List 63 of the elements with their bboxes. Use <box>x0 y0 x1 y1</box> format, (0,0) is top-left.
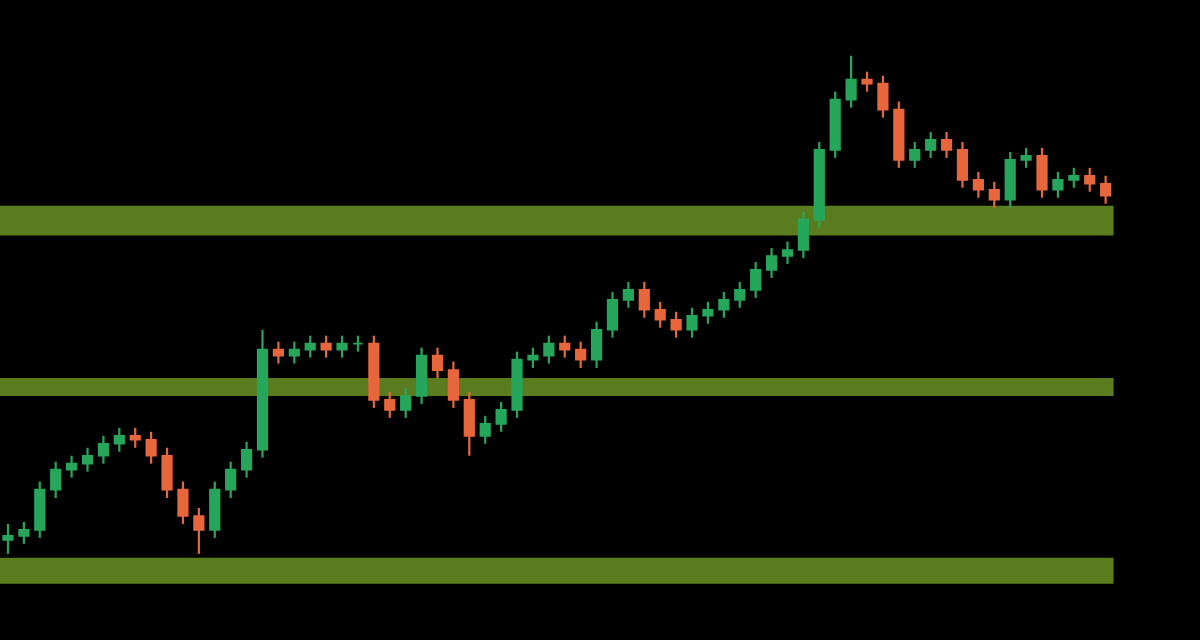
candlestick <box>384 390 396 419</box>
candlestick <box>1004 150 1016 209</box>
candlestick <box>129 426 141 449</box>
candlestick <box>575 340 587 370</box>
candlestick <box>909 140 921 169</box>
candlestick <box>225 460 237 500</box>
candlestick <box>559 334 571 359</box>
candlestick <box>34 480 46 540</box>
candlestick <box>177 480 189 526</box>
candlestick <box>606 290 619 339</box>
candlestick <box>272 340 285 365</box>
candlestick <box>479 414 491 445</box>
candlestick <box>193 506 205 555</box>
candlestick <box>781 240 794 266</box>
candlestick <box>2 522 14 555</box>
candlestick <box>65 454 78 479</box>
candlestick <box>145 430 157 465</box>
candlestick <box>734 280 746 309</box>
candlestick <box>1068 166 1080 189</box>
candlestick <box>956 140 969 189</box>
candlestick <box>18 520 30 545</box>
candlestick <box>50 460 62 500</box>
candlestick <box>161 446 173 500</box>
candlestick <box>447 360 460 410</box>
candlestick <box>590 320 603 370</box>
candlestick <box>527 346 539 370</box>
candlestick <box>431 346 444 380</box>
candlestick <box>622 280 634 309</box>
candlestick <box>940 130 953 159</box>
candlestick <box>670 310 682 339</box>
candlestick <box>1084 166 1096 193</box>
candlestick <box>972 170 984 199</box>
candlestick <box>718 290 730 319</box>
candlestick <box>1100 174 1112 205</box>
candlestick <box>988 180 1000 209</box>
candlestick <box>336 334 348 359</box>
candlestick <box>925 130 937 159</box>
candlestick <box>1036 146 1048 199</box>
candlestick <box>638 280 650 319</box>
candlestick <box>845 54 857 109</box>
candlestick <box>320 334 332 359</box>
candlestick <box>702 300 714 325</box>
candlestick <box>288 340 300 365</box>
candlestick <box>304 334 316 359</box>
candlestick <box>765 246 778 280</box>
candlestick <box>400 386 412 419</box>
candlestick <box>861 70 873 93</box>
candlestick <box>654 300 666 329</box>
candlestick <box>543 334 555 365</box>
candlestick <box>797 210 809 260</box>
candlestick <box>1020 146 1032 169</box>
candlestick <box>877 74 889 119</box>
candlestick <box>750 260 762 299</box>
candlestick <box>495 400 507 433</box>
candlestick <box>240 440 253 479</box>
candlestick <box>415 346 428 406</box>
candlestick <box>686 306 698 339</box>
candlestick <box>113 426 125 453</box>
candlestick <box>97 434 110 465</box>
candlestick <box>209 480 221 540</box>
candlestick <box>81 446 94 473</box>
candlestick <box>1052 170 1064 199</box>
candlestick <box>463 390 475 457</box>
